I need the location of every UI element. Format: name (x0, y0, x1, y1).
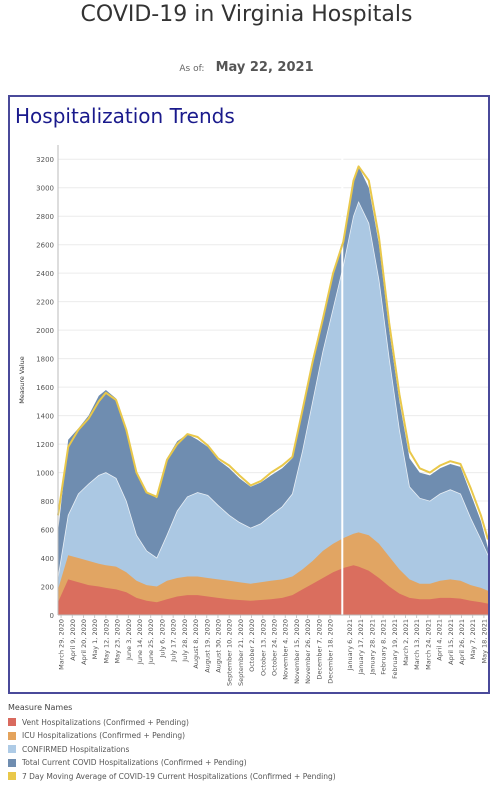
y-tick-label: 1400 (36, 413, 54, 421)
x-tick-label: April 4, 2021 (436, 619, 444, 661)
x-tick-label: May 18, 2021 (480, 619, 488, 663)
y-tick-label: 800 (41, 498, 54, 506)
y-tick-label: 0 (50, 612, 54, 620)
x-tick-label: February 19, 2021 (391, 619, 399, 679)
x-tick-label: July 17, 2020 (170, 619, 178, 663)
x-tick-label: May 23, 2020 (114, 619, 122, 663)
x-tick-label: July 6, 2020 (158, 619, 166, 659)
page-title: COVID-19 in Virginia Hospitals (80, 2, 413, 27)
x-tick-label: March 13, 2021 (413, 619, 421, 670)
legend-swatch (8, 718, 16, 726)
y-axis-title: Measure Value (18, 356, 26, 404)
y-tick-label: 3200 (36, 156, 54, 164)
legend-item[interactable]: Vent Hospitalizations (Confirmed + Pendi… (8, 716, 488, 728)
as-of-line: As of: May 22, 2021 (0, 56, 493, 75)
x-tick-label: December 18, 2020 (327, 619, 335, 684)
x-tick-label: November 15, 2020 (293, 619, 301, 684)
x-tick-label: June 3, 2020 (125, 619, 133, 661)
x-tick-label: February 8, 2021 (380, 619, 388, 675)
legend-item[interactable]: CONFIRMED Hospitalizations (8, 743, 488, 755)
x-tick-label: October 13, 2020 (259, 619, 267, 676)
moving-average-line[interactable] (57, 165, 488, 540)
legend-label: ICU Hospitalizations (Confirmed + Pendin… (22, 731, 186, 741)
x-tick-label: May 7, 2021 (469, 619, 477, 659)
x-tick-label: April 15, 2021 (447, 619, 455, 665)
legend-swatch (8, 758, 16, 767)
x-tick-label: June 25, 2020 (147, 619, 155, 665)
legend-item[interactable]: Total Current COVID Hospitalizations (Co… (8, 757, 488, 769)
x-tick-label: September 21, 2020 (237, 619, 245, 686)
hospitalization-trends-panel: Hospitalization Trends 0 200 400 600 800 1000… (8, 95, 490, 694)
x-tick-label: May 1, 2020 (91, 619, 99, 659)
x-tick-label: April 9, 2020 (69, 619, 77, 661)
y-tick-label: 400 (41, 555, 54, 563)
y-tick-label: 2600 (36, 242, 54, 250)
x-tick-label: March 29, 2020 (58, 619, 66, 670)
panel-title: Hospitalization Trends (15, 104, 235, 128)
legend-label: 7 Day Moving Average of COVID-19 Current… (22, 771, 336, 781)
x-tick-label: September 10, 2020 (226, 619, 234, 686)
x-tick-label: March 24, 2021 (424, 619, 432, 670)
confirmed-edge-line (57, 200, 488, 579)
vent-hospitalizations-area[interactable] (58, 565, 488, 615)
legend-title: Measure Names (8, 703, 73, 712)
y-tick-label: 200 (41, 584, 54, 592)
hospitalization-chart[interactable]: 0 200 400 600 800 1000 1200 1400 1600 1800 2000 220… (10, 97, 488, 692)
legend-swatch (8, 745, 16, 754)
y-tick-label: 2400 (36, 270, 54, 278)
x-tick-label: January 28, 2021 (368, 619, 376, 676)
y-tick-label: 2000 (36, 327, 54, 335)
x-tick-label: November 4, 2020 (282, 619, 290, 680)
legend-label: Vent Hospitalizations (Confirmed + Pendi… (22, 717, 189, 727)
x-tick-label: March 2, 2021 (402, 619, 410, 666)
as-of-date: May 22, 2021 (215, 60, 314, 75)
x-tick-label: November 26, 2020 (304, 619, 312, 684)
confirmed-hospitalizations-area[interactable] (58, 202, 488, 615)
legend-label: CONFIRMED Hospitalizations (22, 744, 130, 754)
x-tick-label: January 17, 2021 (357, 619, 365, 676)
x-tick-label: July 28, 2020 (181, 619, 189, 663)
x-tick-label: January 6, 2021 (346, 619, 354, 672)
legend-label: Total Current COVID Hospitalizations (Co… (22, 758, 247, 768)
x-tick-label: August 19, 2020 (203, 619, 211, 673)
legend: Measure Names Vent Hospitalizations (Con… (8, 703, 488, 784)
y-tick-label: 1200 (36, 441, 54, 449)
y-tick-label: 2800 (36, 213, 54, 221)
x-tick-label: August 8, 2020 (192, 619, 200, 669)
x-tick-label: October 2, 2020 (248, 619, 256, 672)
y-tick-label: 2200 (36, 299, 54, 307)
as-of-label: As of: (179, 64, 205, 74)
legend-swatch (8, 772, 16, 781)
y-tick-label: 1000 (36, 470, 54, 478)
x-tick-label: August 30, 2020 (215, 619, 223, 673)
x-tick-label: May 12, 2020 (102, 619, 110, 663)
x-tick-label: April 20, 2020 (80, 619, 88, 665)
x-tick-label: December 7, 2020 (315, 619, 323, 680)
legend-item[interactable]: ICU Hospitalizations (Confirmed + Pendin… (8, 730, 488, 742)
y-tick-label: 3000 (36, 185, 54, 193)
y-tick-label: 1600 (36, 384, 54, 392)
x-tick-label: October 24, 2020 (271, 619, 279, 676)
legend-item[interactable]: 7 Day Moving Average of COVID-19 Current… (8, 770, 488, 782)
legend-swatch (8, 731, 16, 740)
y-tick-label: 600 (41, 527, 54, 535)
x-tick-label: April 26, 2021 (458, 619, 466, 665)
y-tick-label: 1800 (36, 356, 54, 364)
x-tick-label: June 14, 2020 (136, 619, 144, 665)
